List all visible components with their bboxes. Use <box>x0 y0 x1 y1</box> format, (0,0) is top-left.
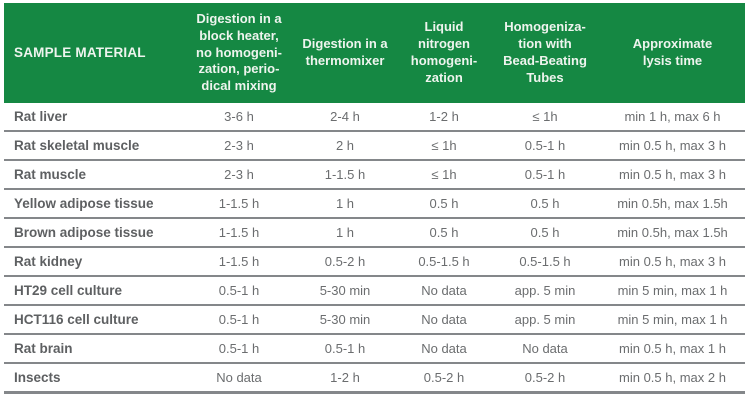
value-cell: 0.5-2 h <box>292 247 398 277</box>
value-cell: ≤ 1h <box>398 131 490 161</box>
value-cell: 0.5-1 h <box>186 305 292 335</box>
table-row: HT29 cell culture 0.5-1 h 5-30 min No da… <box>4 276 745 306</box>
column-header-thermomixer: Digestion in a thermomixer <box>292 3 398 103</box>
table-body: Rat liver 3-6 h 2-4 h 1-2 h ≤ 1h min 1 h… <box>4 103 745 394</box>
value-cell: min 0.5 h, max 3 h <box>600 247 745 277</box>
value-cell: 0.5-1.5 h <box>398 247 490 277</box>
value-cell: No data <box>398 276 490 306</box>
sample-material-cell: Insects <box>4 363 186 394</box>
value-cell: No data <box>398 305 490 335</box>
table-row: Rat muscle 2-3 h 1-1.5 h ≤ 1h 0.5-1 h mi… <box>4 160 745 190</box>
value-cell: 1-1.5 h <box>292 160 398 190</box>
value-cell: 2-4 h <box>292 103 398 132</box>
table-header: SAMPLE MATERIAL Digestion in a block hea… <box>4 3 745 103</box>
sample-material-cell: Rat liver <box>4 103 186 132</box>
table-row: Rat brain 0.5-1 h 0.5-1 h No data No dat… <box>4 334 745 364</box>
value-cell: 5-30 min <box>292 305 398 335</box>
value-cell: 2-3 h <box>186 131 292 161</box>
value-cell: min 0.5h, max 1.5h <box>600 218 745 248</box>
value-cell: ≤ 1h <box>398 160 490 190</box>
value-cell: 0.5-1 h <box>490 131 600 161</box>
table-row: Rat kidney 1-1.5 h 0.5-2 h 0.5-1.5 h 0.5… <box>4 247 745 277</box>
value-cell: 1 h <box>292 189 398 219</box>
value-cell: 1-2 h <box>398 103 490 132</box>
table-row: Rat skeletal muscle 2-3 h 2 h ≤ 1h 0.5-1… <box>4 131 745 161</box>
value-cell: 1 h <box>292 218 398 248</box>
value-cell: 0.5-2 h <box>490 363 600 394</box>
value-cell: min 0.5 h, max 3 h <box>600 131 745 161</box>
sample-lysis-time-table: SAMPLE MATERIAL Digestion in a block hea… <box>4 3 745 394</box>
value-cell: 2-3 h <box>186 160 292 190</box>
value-cell: 0.5-1 h <box>490 160 600 190</box>
value-cell: 1-1.5 h <box>186 218 292 248</box>
value-cell: app. 5 min <box>490 276 600 306</box>
value-cell: No data <box>186 363 292 394</box>
sample-material-cell: Rat brain <box>4 334 186 364</box>
value-cell: min 5 min, max 1 h <box>600 305 745 335</box>
value-cell: 0.5 h <box>398 218 490 248</box>
value-cell: ≤ 1h <box>490 103 600 132</box>
table-row: Insects No data 1-2 h 0.5-2 h 0.5-2 h mi… <box>4 363 745 394</box>
value-cell: app. 5 min <box>490 305 600 335</box>
value-cell: min 1 h, max 6 h <box>600 103 745 132</box>
value-cell: 0.5 h <box>398 189 490 219</box>
value-cell: 3-6 h <box>186 103 292 132</box>
sample-material-cell: Rat muscle <box>4 160 186 190</box>
value-cell: 0.5-1 h <box>292 334 398 364</box>
value-cell: min 5 min, max 1 h <box>600 276 745 306</box>
value-cell: min 0.5 h, max 1 h <box>600 334 745 364</box>
column-header-block-heater: Digestion in a block heater, no homogeni… <box>186 3 292 103</box>
column-header-sample-material: SAMPLE MATERIAL <box>4 3 186 103</box>
table-row: Brown adipose tissue 1-1.5 h 1 h 0.5 h 0… <box>4 218 745 248</box>
value-cell: 0.5 h <box>490 218 600 248</box>
header-row: SAMPLE MATERIAL Digestion in a block hea… <box>4 3 745 103</box>
value-cell: 2 h <box>292 131 398 161</box>
value-cell: No data <box>398 334 490 364</box>
value-cell: 5-30 min <box>292 276 398 306</box>
value-cell: 1-1.5 h <box>186 189 292 219</box>
value-cell: 0.5-1.5 h <box>490 247 600 277</box>
sample-material-cell: HCT116 cell culture <box>4 305 186 335</box>
value-cell: 0.5-1 h <box>186 334 292 364</box>
sample-material-cell: Rat skeletal muscle <box>4 131 186 161</box>
value-cell: min 0.5 h, max 2 h <box>600 363 745 394</box>
sample-material-cell: HT29 cell culture <box>4 276 186 306</box>
value-cell: 1-1.5 h <box>186 247 292 277</box>
value-cell: min 0.5 h, max 3 h <box>600 160 745 190</box>
table-row: HCT116 cell culture 0.5-1 h 5-30 min No … <box>4 305 745 335</box>
column-header-lysis-time: Approximate lysis time <box>600 3 745 103</box>
column-header-bead-beating: Homogeniza- tion with Bead-Beating Tubes <box>490 3 600 103</box>
value-cell: No data <box>490 334 600 364</box>
table-row: Rat liver 3-6 h 2-4 h 1-2 h ≤ 1h min 1 h… <box>4 103 745 132</box>
sample-material-cell: Yellow adipose tissue <box>4 189 186 219</box>
value-cell: 1-2 h <box>292 363 398 394</box>
sample-material-cell: Brown adipose tissue <box>4 218 186 248</box>
value-cell: 0.5-2 h <box>398 363 490 394</box>
value-cell: 0.5-1 h <box>186 276 292 306</box>
value-cell: min 0.5h, max 1.5h <box>600 189 745 219</box>
sample-material-cell: Rat kidney <box>4 247 186 277</box>
value-cell: 0.5 h <box>490 189 600 219</box>
column-header-liquid-nitrogen: Liquid nitrogen homogeni- zation <box>398 3 490 103</box>
table-row: Yellow adipose tissue 1-1.5 h 1 h 0.5 h … <box>4 189 745 219</box>
